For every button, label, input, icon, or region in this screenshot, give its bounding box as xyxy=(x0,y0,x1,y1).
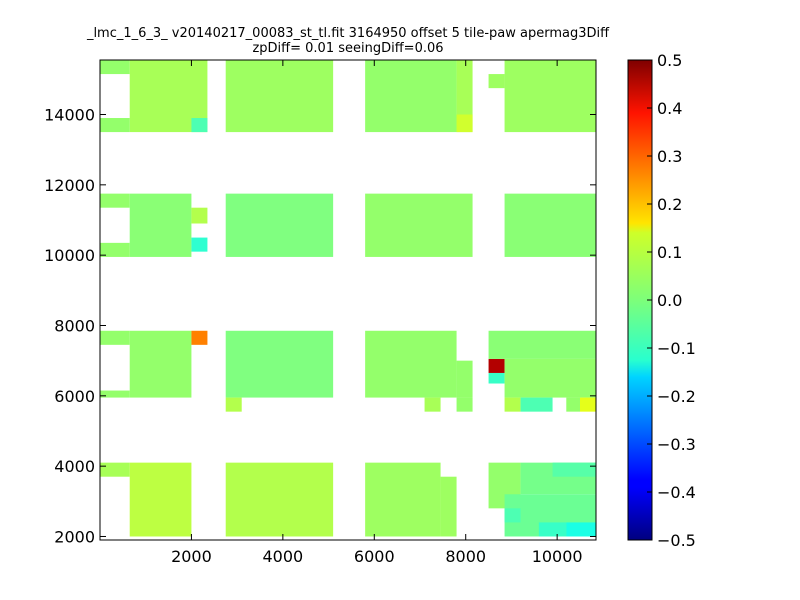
heatmap-cell xyxy=(225,330,334,398)
heatmap-cell xyxy=(504,508,521,523)
chart-title-line2: zpDiff= 0.01 seeingDiff=0.06 xyxy=(252,41,443,56)
colorbar-tick-label: 0.3 xyxy=(657,147,682,166)
heatmap-cell xyxy=(580,397,596,412)
heatmap-cell xyxy=(100,390,130,398)
heatmap-cell xyxy=(520,397,553,412)
heatmap-cell xyxy=(100,462,130,477)
x-tick-label: 10000 xyxy=(532,547,583,566)
heatmap-cell xyxy=(365,462,441,537)
colorbar-tick-label: −0.5 xyxy=(657,531,696,550)
y-tick-label: 14000 xyxy=(44,106,95,125)
heatmap-cell xyxy=(365,193,473,257)
heatmap-cell xyxy=(129,330,192,398)
heatmap-cell xyxy=(456,114,473,133)
axis-ticks: 2000 4000 6000 8000 10000 2000 4000 6000 8000 100… xyxy=(44,60,596,566)
heatmap-cell xyxy=(225,462,334,537)
x-tick-label: 4000 xyxy=(262,547,303,566)
heatmap-cell xyxy=(504,193,596,257)
heatmap-cell xyxy=(365,330,457,398)
plot-frame xyxy=(99,59,597,541)
heatmap-cell xyxy=(225,60,334,133)
colorbar-tick-label: 0.0 xyxy=(657,291,682,310)
heatmap-cell xyxy=(456,360,473,398)
heatmap-cell xyxy=(100,193,130,208)
colorbar-tick-label: 0.5 xyxy=(657,51,682,70)
colorbar-tick-label: −0.4 xyxy=(657,483,696,502)
heatmap-cell xyxy=(504,358,596,398)
plot-area: 2000 4000 6000 8000 10000 2000 4000 6000 8000 100… xyxy=(44,59,597,566)
chart-title-line1: _lmc_1_6_3_ v20140217_00083_st_tl.fit 31… xyxy=(86,26,610,41)
y-tick-label: 10000 xyxy=(44,246,95,265)
colorbar-frame xyxy=(627,59,653,541)
colorbar-tick-label: −0.2 xyxy=(657,387,696,406)
colorbar-tick-label: −0.1 xyxy=(657,339,696,358)
colorbar-tick-label: 0.4 xyxy=(657,99,682,118)
heatmap-cell xyxy=(191,207,208,224)
heatmap-cell xyxy=(129,193,192,257)
y-tick-label: 4000 xyxy=(54,457,95,476)
y-tick-label: 6000 xyxy=(54,387,95,406)
colorbar: 0.5 0.4 0.3 0.2 0.1 0.0 −0.1 −0.2 −0.3 −0.4 −0.5 xyxy=(627,51,696,550)
heatmap-cell xyxy=(566,397,580,412)
heatmap-cells xyxy=(100,60,596,537)
heatmap-cell xyxy=(440,476,457,537)
heatmap-cell xyxy=(488,74,505,89)
heatmap-cell xyxy=(191,237,208,252)
y-tick-label: 2000 xyxy=(54,527,95,546)
heatmap-cell xyxy=(100,330,130,345)
heatmap-cell xyxy=(225,193,334,257)
colorbar-tick-label: 0.1 xyxy=(657,243,682,262)
heatmap-cell xyxy=(488,358,505,373)
heatmap-cell xyxy=(504,60,596,133)
heatmap-cell xyxy=(538,522,567,537)
heatmap-cell xyxy=(566,522,596,537)
colorbar-tick-label: −0.3 xyxy=(657,435,696,454)
heatmap-cell xyxy=(191,330,208,345)
x-tick-label: 8000 xyxy=(445,547,486,566)
y-tick-label: 12000 xyxy=(44,176,95,195)
heatmap-cell xyxy=(100,60,130,75)
heatmap-cell xyxy=(488,372,505,384)
heatmap-cell xyxy=(456,60,473,133)
heatmap-cell xyxy=(552,462,596,477)
heatmap-cell xyxy=(100,242,130,257)
heatmap-cell xyxy=(424,397,441,412)
heatmap-cell xyxy=(365,60,457,133)
colorbar-ticks: 0.5 0.4 0.3 0.2 0.1 0.0 −0.1 −0.2 −0.3 −0.4 −0.5 xyxy=(647,51,696,550)
y-tick-label: 8000 xyxy=(54,316,95,335)
heatmap-cell xyxy=(191,118,208,133)
plot-background xyxy=(100,60,596,540)
heatmap-cell xyxy=(504,397,521,412)
x-tick-label: 6000 xyxy=(354,547,395,566)
colorbar-tick-label: 0.2 xyxy=(657,195,682,214)
heatmap-cell xyxy=(456,397,473,412)
heatmap-cell xyxy=(225,397,242,412)
heatmap-cell xyxy=(100,118,130,133)
heatmap-cell xyxy=(488,330,596,359)
x-tick-label: 2000 xyxy=(171,547,212,566)
heatmap-cell xyxy=(129,462,192,537)
